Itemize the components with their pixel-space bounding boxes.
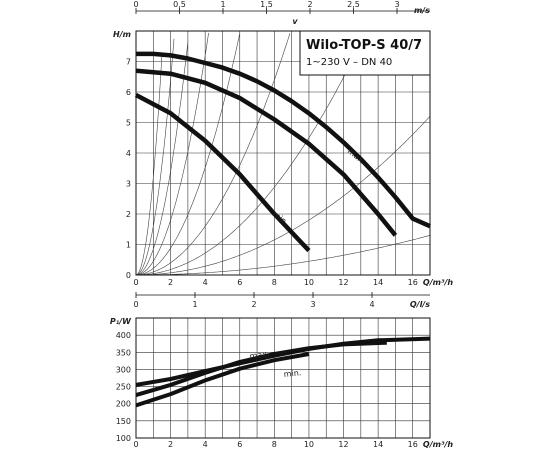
system-curve: [136, 116, 431, 276]
velocity-tick: 2,5: [347, 0, 360, 9]
system-curve: [136, 235, 431, 276]
power-x-tick: 0: [133, 440, 138, 449]
system-curve: [135, 33, 241, 276]
head-y-tick: 7: [126, 58, 131, 67]
power-x-tick: 6: [237, 440, 242, 449]
power-y-unit: P₁/W: [110, 317, 132, 326]
head-curve-min: [134, 93, 311, 253]
power-frame: [135, 317, 431, 439]
power-curve-min: [135, 352, 310, 408]
head-curve-mid: [135, 68, 398, 237]
system-curve: [135, 32, 209, 276]
head-x-unit: Q/m³/h: [423, 278, 453, 287]
head-x-tick: 0: [133, 278, 138, 287]
chart-title: Wilo-TOP-S 40/7: [306, 38, 422, 53]
system-curve: [136, 32, 367, 276]
head-x-tick: 16: [408, 278, 418, 287]
system-curve: [135, 41, 189, 276]
velocity-tick: 0,5: [173, 0, 186, 9]
velocity-tick: 2: [307, 0, 312, 9]
chart-subtitle: 1~230 V – DN 40: [306, 57, 392, 68]
head-x-tick: 2: [168, 278, 173, 287]
head-y-unit: H/m: [113, 30, 131, 39]
power-x-tick: 2: [168, 440, 173, 449]
power-x-tick: 4: [203, 440, 208, 449]
power-x-tick: 12: [338, 440, 348, 449]
head-y-tick: 4: [126, 149, 131, 158]
velocity-unit: m/s: [414, 6, 430, 15]
power-y-tick: 100: [116, 434, 131, 443]
head-y-tick: 6: [126, 88, 131, 97]
flow-ls-tick: 2: [251, 300, 256, 309]
power-x-tick: 14: [373, 440, 383, 449]
head-x-tick: 8: [272, 278, 277, 287]
power-curve-mid: [135, 340, 387, 398]
power-label-min: min.: [283, 368, 301, 379]
power-y-tick: 200: [116, 400, 131, 409]
system-curve: [136, 33, 291, 276]
power-x-tick: 16: [408, 440, 418, 449]
velocity-tick: 1: [220, 0, 225, 9]
velocity-label: v: [292, 17, 298, 26]
head-y-tick: 0: [126, 271, 131, 280]
power-y-tick: 400: [116, 331, 131, 340]
flow-ls-unit: Q/l/s: [410, 300, 430, 309]
title-box: Wilo-TOP-S 40/7 1~230 V – DN 40: [299, 30, 431, 76]
head-y-tick: 5: [126, 119, 131, 128]
power-label-max: max.: [249, 349, 270, 361]
head-frame: [135, 30, 431, 276]
head-y-tick: 1: [126, 241, 131, 250]
power-x-tick: 10: [304, 440, 314, 449]
flow-ls-tick: 4: [369, 300, 374, 309]
velocity-tick: 3: [394, 0, 399, 9]
power-chart: 100 150 200 250 300 350 400 P₁/W 0 2 4 6 8 10 12 14 16 Q/…: [110, 317, 454, 449]
head-curve-max: [136, 51, 431, 229]
power-x-unit: Q/m³/h: [423, 440, 453, 449]
power-y-tick: 350: [116, 348, 131, 357]
system-curve: [135, 55, 163, 276]
head-x-tick: 4: [203, 278, 208, 287]
head-x-tick: 10: [304, 278, 314, 287]
power-curve-max: [135, 336, 431, 387]
head-y-tick: 3: [126, 180, 131, 189]
power-y-tick: 300: [116, 365, 131, 374]
head-y-tick: 2: [126, 210, 131, 219]
flow-ls-tick: 1: [192, 300, 197, 309]
flow-ls-tick: 0: [133, 300, 138, 309]
power-x-tick: 8: [272, 440, 277, 449]
head-x-tick: 6: [237, 278, 242, 287]
flow-ls-tick: 3: [310, 300, 315, 309]
power-y-tick: 250: [116, 383, 131, 392]
head-x-tick: 14: [373, 278, 383, 287]
power-y-tick: 150: [116, 417, 131, 426]
velocity-tick: 0: [133, 0, 138, 9]
head-x-tick: 12: [338, 278, 348, 287]
velocity-tick: 1,5: [260, 0, 273, 9]
